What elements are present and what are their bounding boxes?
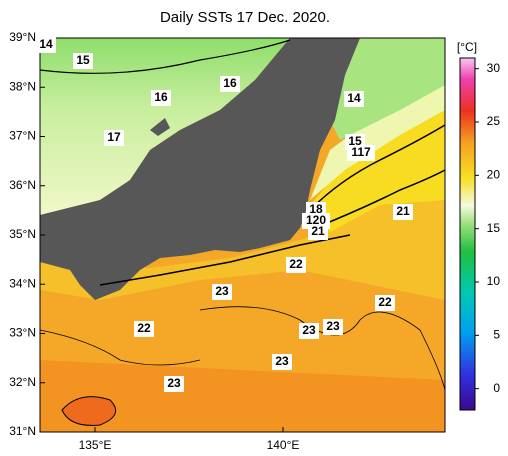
colorbar-tick-label: 25	[487, 114, 501, 128]
colorbar	[459, 57, 476, 411]
contour-label: 22	[378, 295, 392, 309]
contour-label: 15	[76, 53, 90, 67]
contour-label: 23	[326, 319, 340, 333]
contour	[40, 39, 291, 74]
front	[310, 80, 445, 200]
contour-label: 17	[107, 130, 121, 144]
noto	[150, 118, 170, 136]
contour-label-bg	[104, 130, 124, 146]
contour	[309, 124, 445, 211]
contour-label: 23	[215, 284, 229, 298]
warm-eddy	[61, 396, 117, 426]
unit-label: [°C]	[457, 40, 477, 54]
lon-label: 140°E	[267, 438, 300, 452]
colorbar-tick-label: 10	[487, 274, 501, 288]
contour-label-bg	[134, 321, 154, 337]
warm-sea	[40, 360, 445, 432]
contour-label: 23	[275, 354, 289, 368]
map-area	[40, 38, 445, 432]
land	[40, 38, 360, 300]
contour-label: 120	[306, 213, 326, 227]
title: Daily SSTs 17 Dec. 2020.	[160, 9, 330, 26]
lat-label: 31°N	[9, 424, 36, 438]
contour-label: 18	[309, 202, 323, 216]
lat-label: 33°N	[9, 326, 36, 340]
lat-label: 38°N	[9, 79, 36, 93]
contour	[309, 169, 445, 231]
contour	[99, 234, 351, 286]
colorbar-tick-label: 20	[487, 168, 501, 182]
contour-label-bg	[323, 319, 343, 335]
colorbar-tick-label: 15	[487, 221, 501, 235]
contour-label-bg	[347, 145, 375, 161]
contour-label: 21	[311, 224, 325, 238]
lat-label: 34°N	[9, 276, 36, 290]
contour-label-bg	[220, 76, 240, 92]
contour-label: 22	[137, 321, 151, 335]
lat-label: 37°N	[9, 129, 36, 143]
contour	[40, 329, 201, 366]
contour-label: 23	[167, 376, 181, 390]
contour-label-bg	[164, 376, 184, 392]
contour-label-bg	[272, 354, 292, 370]
colorbar-tick-label: 30	[487, 61, 501, 75]
lon-label: 135°E	[79, 438, 112, 452]
lat-label: 32°N	[9, 375, 36, 389]
contour-label-bg	[212, 284, 232, 300]
contour-label-bg	[344, 91, 364, 107]
contour-label: 16	[223, 76, 237, 90]
contour-label-bg	[308, 224, 328, 240]
warm-current	[310, 105, 445, 232]
contour-label: 14	[347, 91, 361, 105]
oyashio	[330, 38, 445, 140]
lat-label: 39°N	[9, 30, 36, 44]
contour-label-bg	[151, 90, 171, 106]
contour-label-bg	[375, 295, 395, 311]
contour-label: 21	[396, 204, 410, 218]
contour-label-bg	[299, 323, 319, 339]
contour-label-bg	[73, 53, 93, 69]
colorbar-tick-label: 0	[493, 381, 500, 395]
contour-label: 117	[351, 145, 371, 159]
contour-label-bg	[36, 37, 56, 53]
contour	[199, 306, 445, 391]
contour-label: 22	[289, 257, 303, 271]
contour-label-bg	[393, 204, 413, 220]
lat-label: 36°N	[9, 178, 36, 192]
contour-label: 14	[39, 37, 53, 51]
colorbar-tick-label: 5	[493, 328, 500, 342]
contour-label-bg	[286, 257, 306, 273]
contour-label: 15	[348, 134, 362, 148]
contour-label: 23	[302, 323, 316, 337]
lat-label: 35°N	[9, 227, 36, 241]
contour-label: 16	[154, 90, 168, 104]
